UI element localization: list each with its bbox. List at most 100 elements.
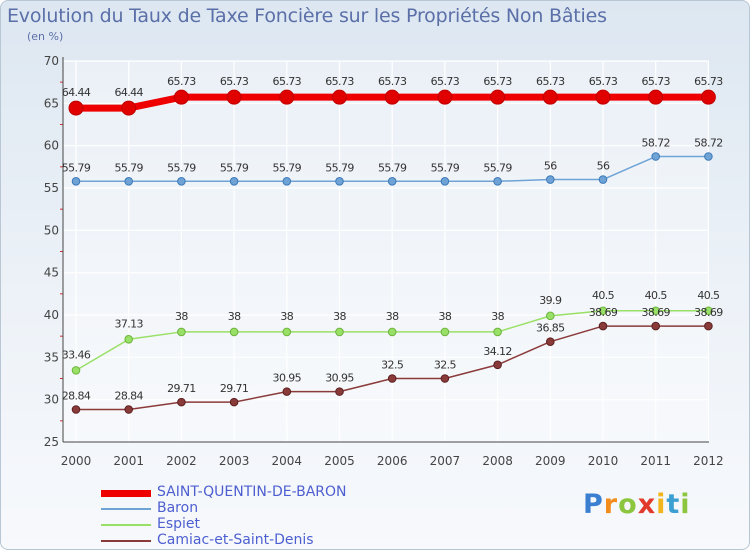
legend-label: SAINT-QUENTIN-DE-BARON	[157, 484, 347, 500]
data-label: 28.84	[114, 389, 143, 402]
data-label: 58.72	[641, 137, 670, 150]
legend-label: Baron	[157, 500, 199, 516]
data-label: 65.73	[167, 75, 196, 88]
data-point	[651, 306, 661, 316]
data-point	[229, 177, 239, 186]
data-point	[598, 321, 608, 331]
data-label: 65.73	[431, 75, 460, 88]
data-point	[493, 327, 502, 337]
data-label: 65.73	[589, 75, 618, 88]
legend-label: Espiet	[157, 516, 201, 532]
data-label: 58.72	[694, 137, 723, 150]
data-point	[124, 334, 133, 344]
data-point	[598, 175, 608, 184]
data-point	[229, 397, 239, 407]
data-point	[387, 327, 397, 337]
logo-letter: t	[666, 489, 681, 520]
data-label: 36.85	[536, 322, 565, 335]
legend-item: Camiac-et-Saint-Denis	[101, 532, 401, 549]
data-label: 32.5	[434, 359, 457, 372]
y-tick-label: 45	[44, 266, 59, 280]
data-label: 29.71	[220, 382, 249, 395]
data-point	[335, 177, 344, 186]
data-label: 38.69	[641, 306, 670, 319]
data-label: 40.5	[645, 289, 668, 302]
data-label: 64.44	[62, 86, 91, 99]
y-tick-label: 30	[44, 393, 59, 407]
data-point	[332, 89, 347, 105]
data-point	[704, 306, 713, 316]
data-point	[124, 405, 133, 414]
data-point	[440, 327, 450, 337]
data-label: 38	[438, 310, 451, 323]
proxiti-logo: Proxiti	[583, 489, 691, 520]
data-point	[229, 327, 239, 337]
legend-item: SAINT-QUENTIN-DE-BARON	[101, 484, 401, 501]
x-tick-label: 2011	[640, 454, 671, 468]
data-label: 55.79	[220, 161, 249, 174]
y-tick-label: 65	[44, 96, 59, 110]
data-label: 65.73	[220, 75, 249, 88]
data-label: 38	[491, 310, 504, 323]
data-label: 65.73	[483, 75, 512, 88]
data-label: 64.44	[114, 86, 143, 99]
data-label: 30.95	[273, 372, 302, 385]
data-label: 55.79	[114, 161, 143, 174]
data-label: 38	[175, 310, 188, 323]
data-label: 55.79	[167, 161, 196, 174]
data-point	[440, 177, 450, 186]
data-label: 33.46	[62, 348, 91, 361]
data-point	[704, 321, 713, 331]
data-point	[651, 321, 661, 331]
data-point	[177, 397, 186, 407]
data-label: 28.84	[62, 389, 91, 402]
y-tick-label: 35	[44, 350, 59, 364]
data-point	[387, 177, 397, 186]
data-point	[177, 177, 186, 186]
data-point	[546, 337, 555, 346]
x-tick-label: 2006	[377, 454, 408, 468]
data-point	[440, 374, 450, 383]
data-point	[490, 89, 506, 105]
x-tick-label: 2004	[272, 454, 303, 468]
data-point	[71, 366, 81, 375]
data-point	[493, 177, 502, 186]
data-point	[282, 327, 292, 337]
x-tick-label: 2010	[588, 454, 619, 468]
y-tick-label: 25	[44, 435, 59, 449]
data-point	[437, 89, 453, 105]
data-point	[121, 100, 137, 116]
data-label: 37.13	[114, 317, 143, 330]
legend-swatch	[101, 508, 151, 510]
data-point	[173, 89, 189, 105]
data-label: 40.5	[697, 289, 720, 302]
data-label: 39.9	[539, 294, 562, 307]
data-point	[546, 175, 555, 184]
data-label: 55.79	[378, 161, 407, 174]
data-label: 40.5	[592, 289, 615, 302]
logo-letter: x	[637, 489, 657, 520]
legend: SAINT-QUENTIN-DE-BARON Baron Espiet Camiac-…	[101, 484, 401, 549]
data-point	[335, 327, 344, 337]
data-label: 56	[597, 160, 610, 173]
legend-label: Camiac-et-Saint-Denis	[157, 532, 314, 548]
data-label: 32.5	[381, 359, 404, 372]
data-label: 55.79	[431, 161, 460, 174]
y-axis-unit-label: (en %)	[27, 30, 64, 43]
data-label: 56	[544, 160, 557, 173]
data-point	[335, 387, 344, 396]
x-tick-label: 2007	[430, 454, 461, 468]
logo-letter: i	[680, 489, 691, 520]
data-label: 65.73	[378, 75, 407, 88]
legend-item: Espiet	[101, 516, 401, 533]
data-point	[387, 374, 397, 383]
y-tick-label: 60	[44, 139, 59, 153]
y-tick-label: 40	[44, 308, 59, 322]
data-point	[384, 89, 400, 105]
legend-swatch	[101, 540, 151, 542]
logo-letter: P	[583, 489, 604, 520]
x-tick-label: 2003	[219, 454, 250, 468]
data-label: 38.69	[694, 306, 723, 319]
